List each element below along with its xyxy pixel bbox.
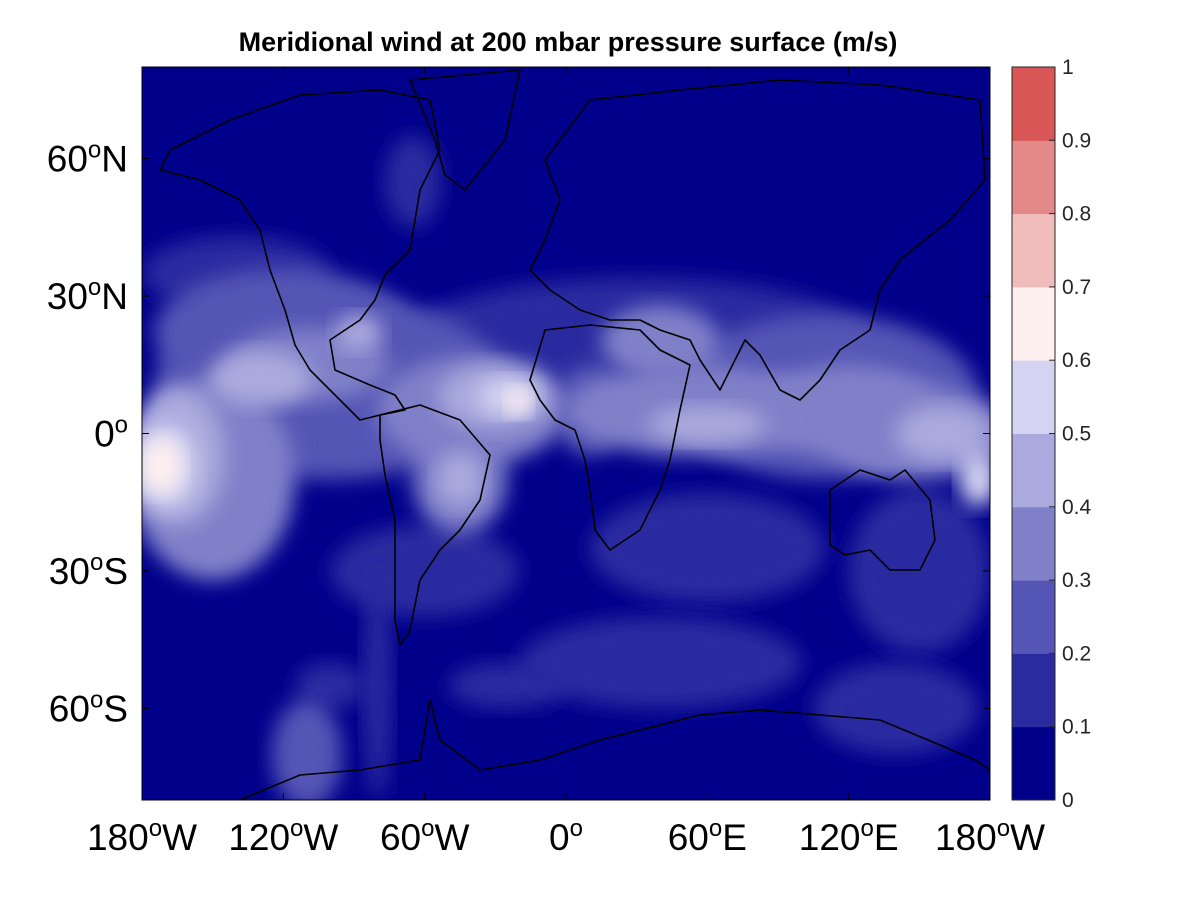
- colorbar-level-5: [1012, 360, 1055, 434]
- colorbar-tick-label: 0.2: [1062, 642, 1091, 665]
- y-tick-label: 60oS: [49, 686, 128, 729]
- colorbar-ticks: 0 0.1 0.2 0.3 0.4 0.5 0.6 0.7 0.8 0.9 1: [1049, 56, 1092, 812]
- contour-region-level-4: [436, 451, 484, 507]
- y-tick-label: 30oN: [47, 274, 128, 317]
- colorbar-level-1: [1012, 653, 1055, 728]
- contour-region-level-1: [589, 493, 826, 604]
- colorbar-level-8: [1012, 140, 1055, 215]
- x-tick-label: 120oE: [799, 815, 899, 858]
- colorbar-level-7: [1012, 213, 1055, 288]
- contour-region-level-6: [142, 438, 183, 494]
- contour-region-level-5: [959, 451, 990, 507]
- chart-title: Meridional wind at 200 mbar pressure sur…: [239, 27, 898, 57]
- coastline-africa: [529, 324, 691, 551]
- contour-region-level-4: [207, 351, 312, 407]
- colorbar-level-4: [1012, 433, 1055, 508]
- colorbar-tick-label: 0.3: [1062, 569, 1091, 592]
- x-tick-label: 60oE: [668, 815, 747, 858]
- x-tick-label: 180oW: [935, 815, 1045, 858]
- coastline-south-america: [379, 404, 491, 646]
- map-plot-area: [141, 66, 991, 801]
- colorbar-tick-label: 0.7: [1062, 276, 1091, 299]
- x-tick-label: 60oW: [380, 815, 470, 858]
- colorbar-levels: [1012, 67, 1055, 801]
- contour-region-level-4: [895, 406, 990, 461]
- contour-region-level-1: [330, 525, 519, 617]
- y-axis: 60oN 30oN 0o 30oS 60oS: [47, 137, 990, 729]
- contour-layer: [142, 135, 990, 800]
- colorbar-tick-label: 0.6: [1062, 349, 1091, 372]
- colorbar-level-0: [1012, 726, 1055, 801]
- x-axis: 180oW 120oW 60oW 0o 60oE 120oE 180oW: [87, 67, 1045, 858]
- colorbar-tick-label: 0.5: [1062, 423, 1091, 446]
- colorbar-tick-label: 0: [1062, 789, 1074, 812]
- contour-region-level-2: [271, 699, 343, 800]
- contour-region-level-1: [295, 662, 366, 709]
- colorbar-level-6: [1012, 286, 1055, 361]
- y-tick-label: 0o: [94, 412, 128, 455]
- y-tick-label: 60oN: [47, 137, 128, 180]
- contour-region-level-1: [813, 662, 979, 755]
- x-tick-label: 120oW: [228, 815, 338, 858]
- contour-region-level-3: [601, 305, 720, 379]
- coastline-australia: [829, 469, 936, 571]
- contour-region-level-1: [363, 570, 392, 800]
- contour-region-level-6: [507, 387, 531, 416]
- contour-region-level-4: [335, 314, 383, 352]
- coastline-north-america: [159, 89, 441, 421]
- contour-region-level-1: [518, 616, 802, 709]
- contour-region-level-4: [648, 406, 767, 443]
- colorbar-tick-label: 0.8: [1062, 203, 1091, 226]
- colorbar-tick-label: 0.1: [1062, 716, 1091, 739]
- coastline-antarctica: [239, 699, 990, 800]
- colorbar-tick-label: 1: [1062, 56, 1074, 79]
- colorbar: 0 0.1 0.2 0.3 0.4 0.5 0.6 0.7 0.8 0.9 1: [1011, 56, 1092, 812]
- colorbar-level-2: [1012, 580, 1055, 654]
- contour-region-level-1: [848, 488, 990, 654]
- coastline-greenland: [409, 69, 521, 191]
- coastline-eurasia: [529, 79, 986, 401]
- colorbar-level-3: [1012, 506, 1055, 581]
- y-tick-label: 30oS: [49, 549, 128, 592]
- colorbar-tick-label: 0.9: [1062, 129, 1091, 152]
- colorbar-level-9: [1012, 67, 1055, 141]
- contour-region-level-1: [384, 135, 442, 228]
- x-tick-label: 0o: [549, 815, 583, 858]
- colorbar-tick-label: 0.4: [1062, 496, 1092, 519]
- x-tick-label: 180oW: [87, 815, 197, 858]
- coastline-outlines: [159, 69, 990, 800]
